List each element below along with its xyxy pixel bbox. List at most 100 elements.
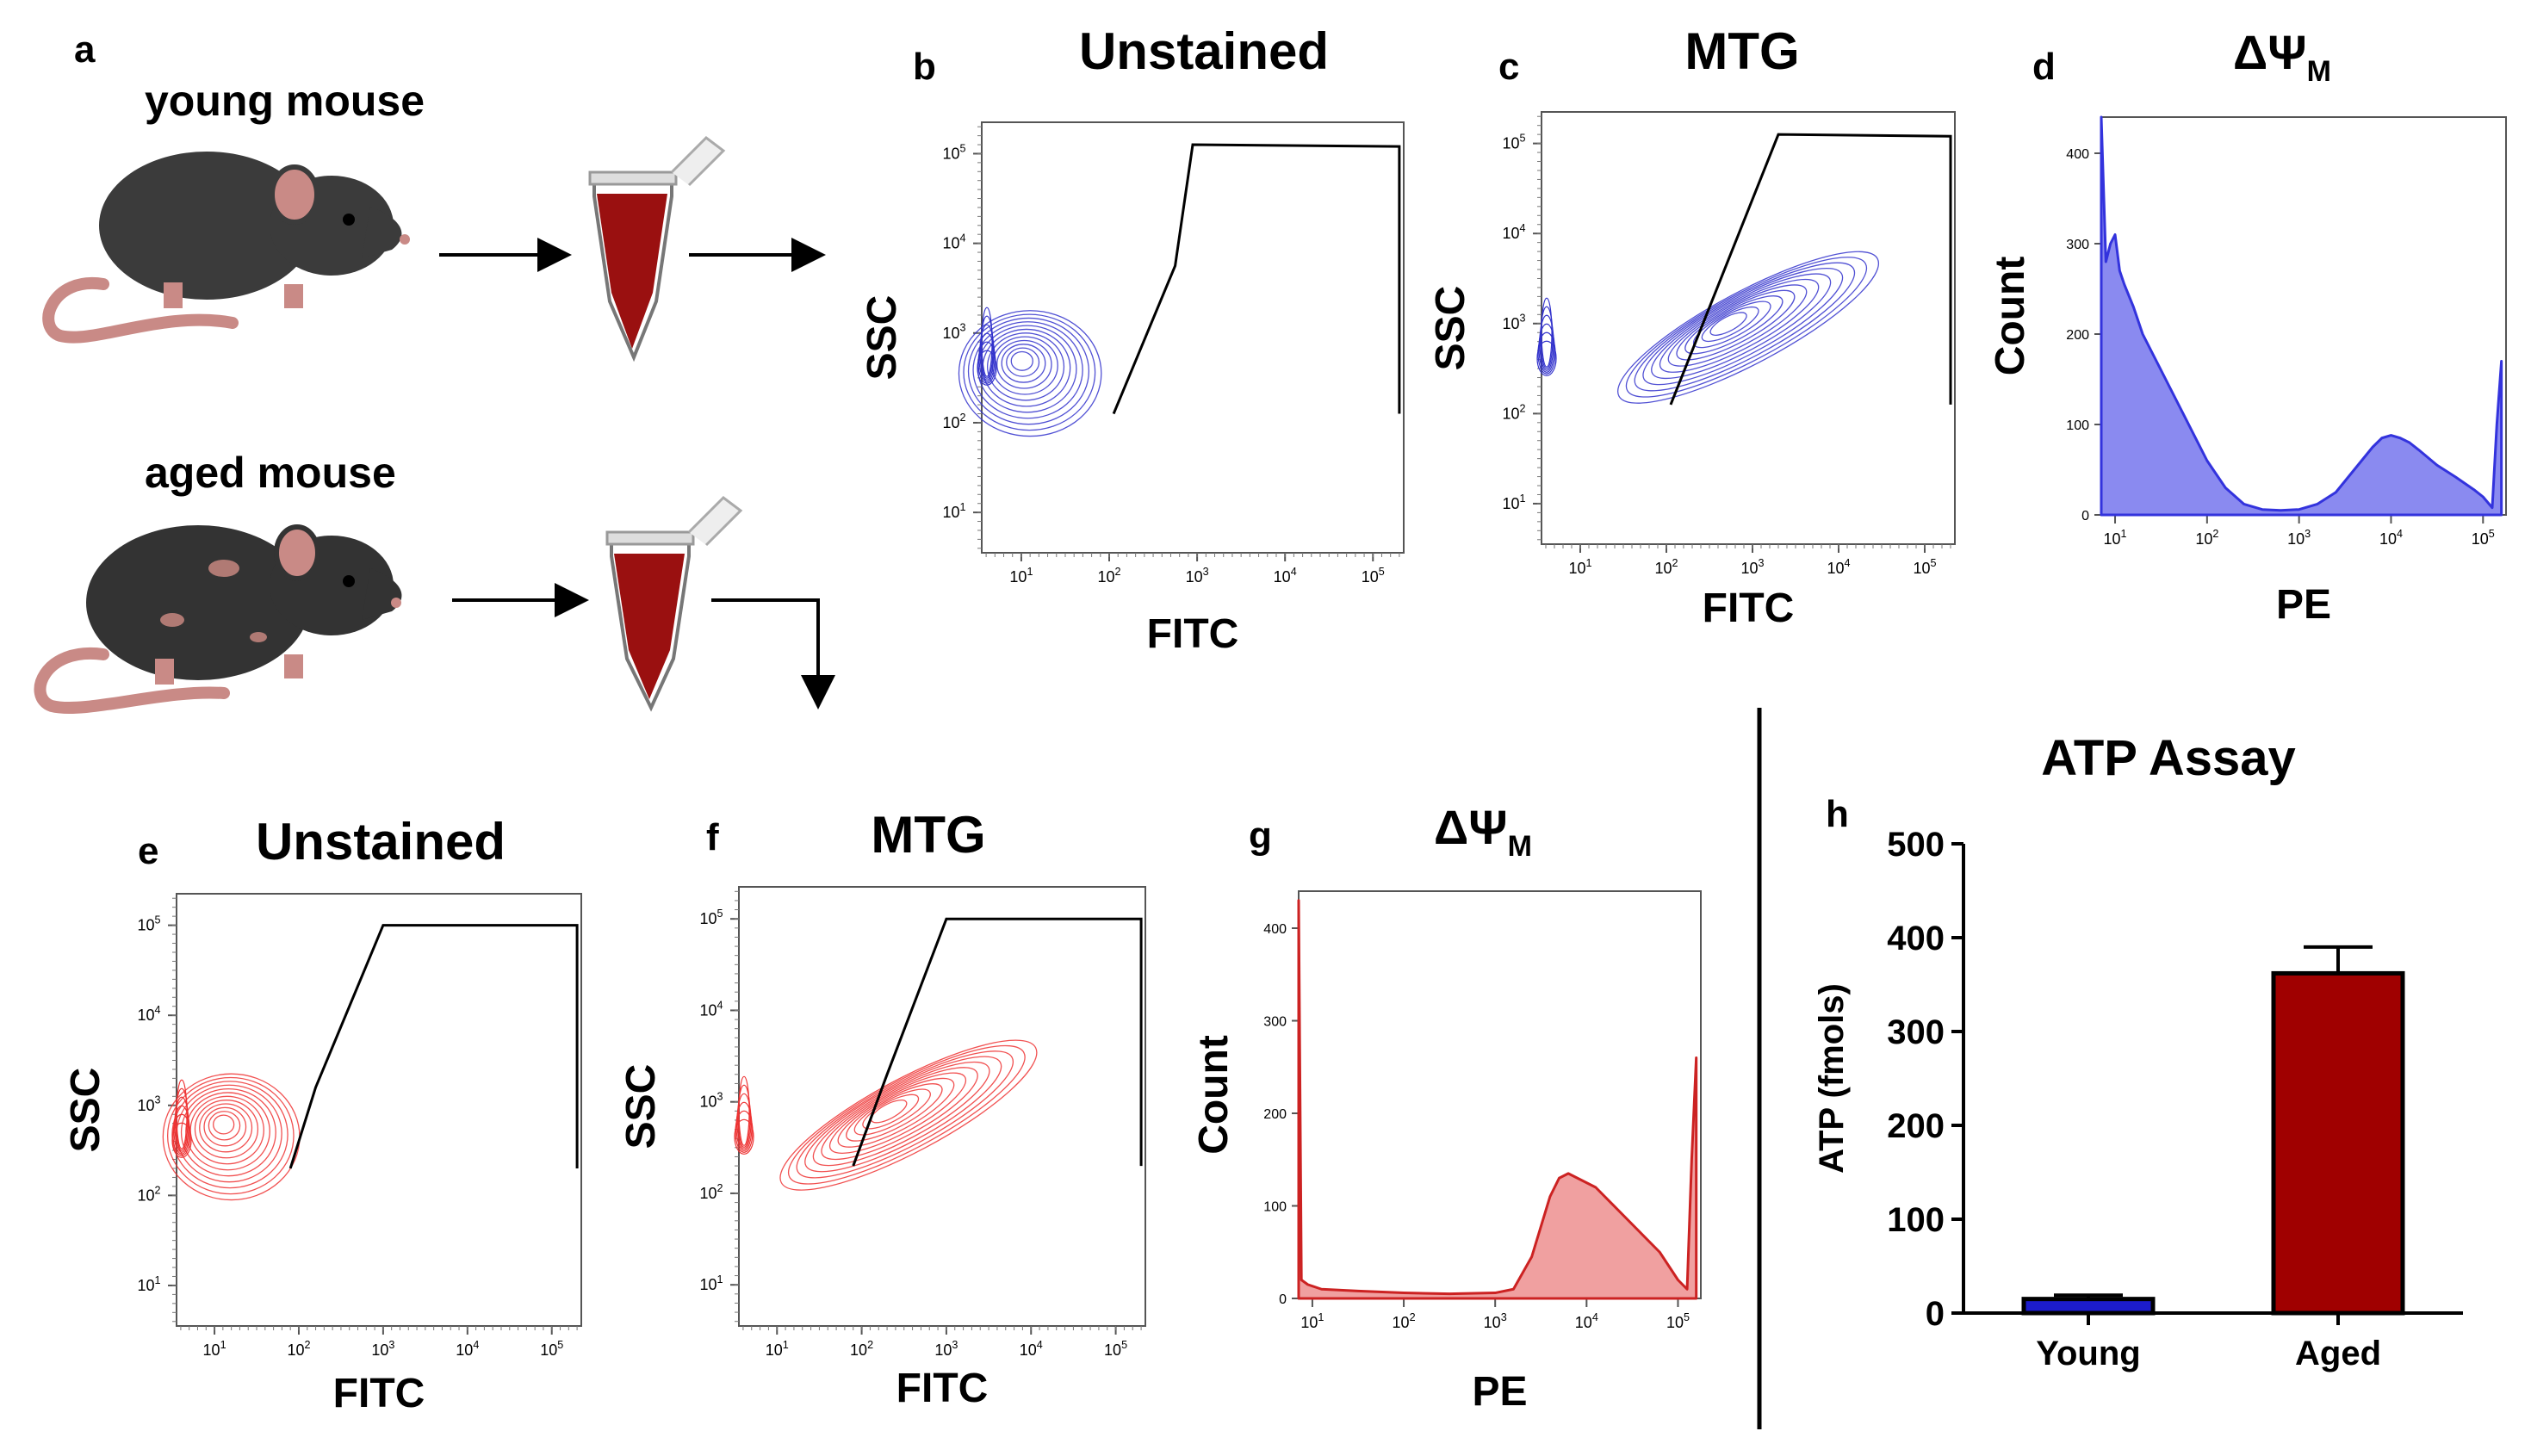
y-tick-label: 102 bbox=[1502, 402, 1525, 422]
y-tick-label: 102 bbox=[137, 1184, 160, 1204]
chart-title: MTG bbox=[1684, 22, 1799, 80]
contour-line bbox=[846, 1083, 943, 1142]
edge-cluster-line bbox=[981, 307, 993, 377]
contour-line bbox=[1642, 267, 1844, 386]
chart-g: g ΔΨM 101 102 103 104 105 0 100 200 300 400 PE Count bbox=[1191, 800, 1702, 1415]
edge-cluster-line bbox=[738, 1075, 750, 1146]
y-tick-label: 100 bbox=[1263, 1200, 1287, 1215]
contour-line bbox=[1001, 344, 1046, 383]
panel-letter-c: c bbox=[1498, 46, 1519, 88]
y-tick-label: 0 bbox=[1279, 1292, 1287, 1307]
aged-mouse-label: aged mouse bbox=[145, 449, 396, 497]
chart-f: f MTG 101 102 103 104 105 101 102 103 104 105 FITC SS… bbox=[618, 806, 1146, 1411]
contour-population bbox=[958, 307, 1102, 437]
x-axis-ticks: 101 102 103 104 105 bbox=[1568, 544, 1937, 577]
contour-line bbox=[194, 1100, 259, 1159]
contour-line bbox=[1684, 295, 1783, 355]
y-tick-label: 105 bbox=[1502, 133, 1525, 152]
chart-d: d ΔΨM 101 102 103 104 105 0 100 200 300 400 PE Count bbox=[1988, 25, 2507, 628]
y-tick-label: 101 bbox=[699, 1273, 723, 1293]
x-tick-label: 104 bbox=[1020, 1339, 1043, 1359]
x-tick-label: 104 bbox=[1274, 566, 1297, 585]
contour-line bbox=[779, 1039, 1038, 1191]
edge-cluster-line bbox=[737, 1084, 751, 1148]
plot-frame bbox=[176, 893, 582, 1327]
panel-letter-e: e bbox=[138, 830, 158, 872]
gate-polygon bbox=[852, 917, 1143, 1167]
edge-cluster-line bbox=[736, 1093, 752, 1149]
x-tick-label: 101 bbox=[2103, 528, 2126, 548]
contour-line bbox=[208, 1111, 241, 1141]
plot-frame bbox=[738, 886, 1146, 1327]
y-tick-label: 102 bbox=[699, 1182, 723, 1202]
y-tick-label: 400 bbox=[1887, 920, 1945, 957]
y-tick-label: 200 bbox=[1263, 1107, 1287, 1122]
x-tick-label: 105 bbox=[1913, 557, 1936, 577]
panel-letter-f: f bbox=[706, 816, 719, 858]
y-tick-label: 101 bbox=[137, 1274, 160, 1294]
y-axis-ticks: 101 102 103 104 105 bbox=[137, 914, 177, 1294]
chart-b: b Unstained 101 102 103 104 105 101 102 103 104 105… bbox=[859, 22, 1405, 657]
y-tick-label: 103 bbox=[137, 1094, 160, 1114]
edge-cluster-line bbox=[1540, 306, 1554, 369]
y-tick-label: 104 bbox=[1502, 222, 1525, 242]
contour-line bbox=[963, 313, 1096, 431]
y-tick-label: 300 bbox=[1887, 1013, 1945, 1051]
contour-line bbox=[1667, 284, 1808, 367]
contour-line bbox=[1625, 257, 1868, 398]
y-axis-ticks: 0 100 200 300 400 bbox=[2066, 147, 2101, 524]
y-tick-label: 0 bbox=[1926, 1295, 1945, 1333]
y-tick-label: 0 bbox=[2081, 509, 2089, 524]
contour-line bbox=[1006, 347, 1040, 377]
y-tick-label: 103 bbox=[942, 322, 965, 342]
y-tick-label: 103 bbox=[699, 1091, 723, 1111]
x-axis-ticks: 101 102 103 104 105 bbox=[1300, 1298, 1690, 1331]
y-axis-ticks: 101 102 103 104 105 bbox=[942, 142, 982, 521]
contour-line bbox=[958, 310, 1102, 437]
contour-line bbox=[1676, 289, 1796, 361]
y-axis-label: SSC bbox=[63, 1068, 109, 1153]
y-tick-label: 500 bbox=[1887, 826, 1945, 864]
gate-polygon bbox=[1669, 133, 1952, 406]
contour-population bbox=[734, 1039, 1038, 1191]
contour-line bbox=[1634, 262, 1856, 392]
contour-population bbox=[162, 1073, 301, 1201]
x-axis-ticks: 101 102 103 104 105 bbox=[766, 1326, 1127, 1359]
young-mouse-illustration bbox=[42, 152, 410, 344]
contour-line bbox=[812, 1061, 990, 1167]
x-tick-label: 104 bbox=[2379, 528, 2403, 548]
x-tick-label: 103 bbox=[1740, 557, 1764, 577]
y-tick-label: 105 bbox=[942, 142, 965, 162]
contour-line bbox=[166, 1076, 295, 1195]
x-tick-label: 103 bbox=[371, 1339, 394, 1359]
contour-population bbox=[1536, 251, 1880, 404]
histogram-area bbox=[1297, 899, 1698, 1300]
arrow-aged-to-panels bbox=[711, 598, 835, 709]
edge-cluster-line bbox=[176, 1079, 188, 1149]
x-tick-label: 101 bbox=[1009, 566, 1033, 585]
x-axis-label: FITC bbox=[896, 1366, 989, 1411]
contour-line bbox=[996, 339, 1052, 389]
y-tick-label: 102 bbox=[942, 412, 965, 431]
y-tick-label: 300 bbox=[2066, 238, 2089, 252]
contour-line bbox=[213, 1114, 235, 1135]
aged-blood-tube bbox=[605, 496, 743, 712]
chart-title: ΔΨM bbox=[2233, 25, 2331, 88]
y-axis-label: SSC bbox=[859, 295, 905, 381]
y-tick-label: 104 bbox=[699, 999, 723, 1019]
y-axis-label: SSC bbox=[1428, 286, 1473, 371]
contour-line bbox=[189, 1095, 264, 1165]
y-axis-ticks: 0 100 200 300 400 bbox=[1263, 922, 1299, 1307]
x-tick-label: 102 bbox=[2195, 528, 2218, 548]
panel-letter-b: b bbox=[913, 46, 936, 88]
y-tick-label: 101 bbox=[1502, 493, 1525, 512]
y-tick-label: 101 bbox=[942, 501, 965, 521]
y-axis-ticks: 0 100 200 300 400 500 bbox=[1887, 826, 1963, 1333]
x-tick-label: Young bbox=[2036, 1335, 2140, 1372]
x-axis-label: FITC bbox=[333, 1371, 425, 1416]
y-tick-label: 200 bbox=[1887, 1107, 1945, 1145]
x-axis-label: PE bbox=[1472, 1369, 1527, 1415]
edge-cluster-line bbox=[1539, 314, 1554, 371]
histogram-area bbox=[2100, 115, 2503, 517]
panel-letter-a: a bbox=[74, 28, 96, 71]
